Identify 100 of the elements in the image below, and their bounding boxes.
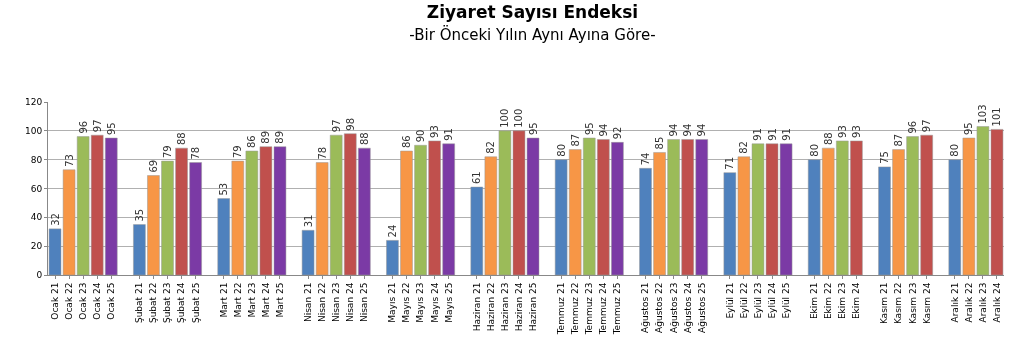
x-tick-label: Mart 25 xyxy=(274,282,285,318)
data-label: 97 xyxy=(330,119,342,133)
x-tick-label: Kasım 24 xyxy=(921,282,932,325)
x-tick-label: Nisan 23 xyxy=(331,282,342,323)
data-label: 98 xyxy=(344,117,356,131)
x-tick-label: Kasım 21 xyxy=(879,282,890,325)
x-tick-label: Nisan 22 xyxy=(317,282,328,323)
data-label: 85 xyxy=(654,136,666,150)
y-tick-label: 40 xyxy=(30,212,43,223)
x-tick-label: Şubat 23 xyxy=(162,282,173,324)
data-label: 89 xyxy=(274,130,286,144)
data-label: 93 xyxy=(850,125,862,138)
x-tick-label: Ekim 22 xyxy=(823,282,834,320)
data-label: 95 xyxy=(527,122,539,136)
data-label: 95 xyxy=(105,122,117,136)
data-label: 73 xyxy=(63,154,75,167)
x-tick-label: Haziran 21 xyxy=(471,282,482,332)
x-tick-label: Ocak 23 xyxy=(78,282,89,320)
data-label: 80 xyxy=(949,143,961,157)
data-label: 93 xyxy=(429,125,441,138)
chart-title: Ziyaret Sayısı Endeksi xyxy=(426,1,639,22)
y-tick-label: 0 xyxy=(36,270,43,281)
x-tick-label: Temmuz 24 xyxy=(598,282,609,336)
data-label: 74 xyxy=(640,152,652,166)
data-label: 93 xyxy=(836,125,848,138)
x-tick-label: Ocak 25 xyxy=(106,282,117,320)
x-tick-label: Temmuz 22 xyxy=(570,282,581,336)
x-tick-label: Temmuz 21 xyxy=(556,282,567,336)
x-tick-label: Şubat 25 xyxy=(190,282,201,324)
data-label: 79 xyxy=(162,145,174,159)
x-tick-label: Haziran 23 xyxy=(499,282,510,332)
x-tick-label: Mayıs 21 xyxy=(387,282,398,323)
x-tick-label: Mayıs 23 xyxy=(415,282,426,323)
x-tick-label: Ağustos 21 xyxy=(640,282,651,333)
x-tick-label: Haziran 22 xyxy=(485,282,496,332)
x-tick-label: Ekim 21 xyxy=(809,282,820,320)
x-tick-label: Mart 24 xyxy=(260,282,271,318)
data-label: 91 xyxy=(766,128,778,141)
data-label: 95 xyxy=(583,122,595,136)
data-label: 91 xyxy=(443,128,455,141)
x-tick-label: Haziran 24 xyxy=(513,282,524,332)
x-tick-label: Ağustos 24 xyxy=(682,282,693,333)
x-tick-label: Aralık 23 xyxy=(977,282,988,323)
x-tick-label: Mart 21 xyxy=(218,282,229,318)
data-label: 71 xyxy=(724,156,736,170)
x-tick-label: Eylül 22 xyxy=(738,282,749,319)
data-label: 79 xyxy=(232,145,244,159)
data-label: 97 xyxy=(91,119,103,133)
x-tick-label: Aralık 24 xyxy=(991,282,1002,323)
data-label: 92 xyxy=(611,126,623,140)
data-label: 94 xyxy=(668,123,680,137)
data-label: 82 xyxy=(485,141,497,154)
x-tick-label: Mayıs 24 xyxy=(429,282,440,323)
x-tick-label: Eylül 21 xyxy=(724,282,735,319)
data-label: 82 xyxy=(738,141,750,154)
x-tick-label: Nisan 21 xyxy=(303,282,314,323)
data-label: 94 xyxy=(597,123,609,137)
data-label: 101 xyxy=(991,107,1003,127)
data-label: 91 xyxy=(780,128,792,141)
data-label: 90 xyxy=(415,129,427,143)
x-tick-label: Eylül 24 xyxy=(766,282,777,319)
data-label: 88 xyxy=(822,132,834,146)
data-label: 88 xyxy=(358,132,370,146)
x-tick-label: Mart 23 xyxy=(246,282,257,318)
x-tick-label: Mayıs 22 xyxy=(401,282,412,323)
x-tick-label: Ocak 22 xyxy=(64,282,75,320)
x-tick-label: Mart 22 xyxy=(232,282,243,318)
data-label: 78 xyxy=(190,146,202,160)
data-label: 80 xyxy=(555,143,567,157)
x-tick-label: Ağustos 25 xyxy=(696,282,707,333)
chart-subtitle: -Bir Önceki Yılın Aynı Ayına Göre- xyxy=(409,24,656,44)
data-label: 78 xyxy=(316,146,328,160)
y-tick-label: 80 xyxy=(30,154,43,165)
data-label: 31 xyxy=(302,214,314,228)
data-label: 86 xyxy=(246,135,258,149)
x-tick-label: Aralık 21 xyxy=(949,282,960,323)
data-label: 94 xyxy=(696,123,708,137)
x-tick-label: Nisan 24 xyxy=(345,282,356,323)
x-tick-label: Ekim 23 xyxy=(837,282,848,320)
y-tick-label: 100 xyxy=(25,125,43,136)
data-label: 97 xyxy=(921,119,933,133)
x-tick-label: Ağustos 22 xyxy=(654,282,665,333)
x-tick-label: Nisan 25 xyxy=(359,282,370,323)
x-tick-label: Kasım 23 xyxy=(907,282,918,325)
x-tick-label: Haziran 25 xyxy=(527,282,538,332)
data-label: 75 xyxy=(879,151,891,164)
x-tick-label: Kasım 22 xyxy=(893,282,904,325)
data-label: 94 xyxy=(682,123,694,137)
x-tick-label: Mayıs 25 xyxy=(443,282,454,323)
y-tick-label: 120 xyxy=(25,97,43,108)
x-tick-label: Ocak 21 xyxy=(49,282,60,320)
data-label: 88 xyxy=(176,132,188,146)
data-label: 103 xyxy=(977,104,989,124)
x-tick-label: Temmuz 25 xyxy=(612,282,623,336)
data-label: 87 xyxy=(569,133,581,147)
x-tick-label: Şubat 24 xyxy=(176,282,187,324)
x-tick-label: Temmuz 23 xyxy=(584,282,595,336)
data-label: 69 xyxy=(147,159,159,173)
x-tick-label: Eylül 25 xyxy=(781,282,792,319)
data-label: 100 xyxy=(499,108,511,128)
